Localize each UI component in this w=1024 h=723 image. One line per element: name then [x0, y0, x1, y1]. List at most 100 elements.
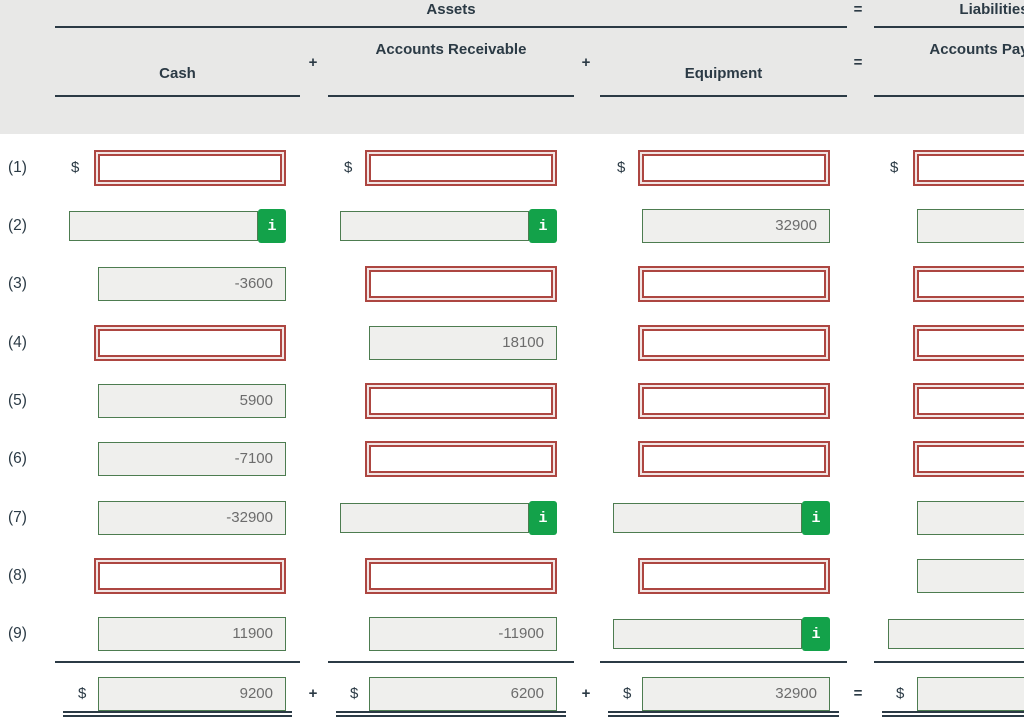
input-cash-row2-group: i — [69, 209, 286, 243]
input-equipment-row1[interactable] — [638, 150, 830, 186]
assets-underline — [55, 26, 847, 28]
input-ar-row7[interactable] — [340, 503, 529, 533]
col-header-cash: Cash — [159, 65, 196, 82]
info-icon-ar-row2[interactable]: i — [529, 209, 557, 243]
equals-sign-top: = — [853, 1, 863, 18]
input-equipment-row8-field[interactable] — [642, 562, 826, 590]
row-label-3: (3) — [8, 275, 27, 292]
input-cash-row9[interactable]: 11900 — [98, 617, 286, 651]
row-label-7: (7) — [8, 509, 27, 526]
input-cash-row4[interactable] — [94, 325, 286, 361]
total-ap[interactable] — [917, 677, 1024, 711]
total-cash[interactable]: 9200 — [98, 677, 286, 711]
input-ar-row8[interactable] — [365, 558, 557, 594]
dollar-sign: $ — [623, 685, 632, 702]
dollar-sign: $ — [71, 159, 80, 176]
input-equipment-row5-field[interactable] — [642, 387, 826, 415]
total-ar[interactable]: 6200 — [369, 677, 557, 711]
info-icon-cash-row2[interactable]: i — [258, 209, 286, 243]
input-ar-row5-field[interactable] — [369, 387, 553, 415]
input-ap-row1-field[interactable] — [917, 154, 1024, 182]
input-equipment-row2[interactable]: 32900 — [642, 209, 830, 243]
total-equipment[interactable]: 32900 — [642, 677, 830, 711]
input-ar-row1-field[interactable] — [369, 154, 553, 182]
input-equipment-row3-field[interactable] — [642, 270, 826, 298]
input-ap-row5-field[interactable] — [917, 387, 1024, 415]
input-ar-row1[interactable] — [365, 150, 557, 186]
input-cash-row6[interactable]: -7100 — [98, 442, 286, 476]
equals-sign-total: = — [853, 685, 863, 702]
cash-double-rule-top — [63, 711, 292, 713]
row-label-4: (4) — [8, 334, 27, 351]
input-cash-row4-field[interactable] — [98, 329, 282, 357]
equipment-double-rule-bottom — [608, 715, 839, 717]
input-ap-row1[interactable] — [913, 150, 1024, 186]
input-cash-row7[interactable]: -32900 — [98, 501, 286, 535]
input-cash-row8[interactable] — [94, 558, 286, 594]
input-ap-row5[interactable] — [913, 383, 1024, 419]
header-background — [0, 0, 1024, 134]
input-ar-row4[interactable]: 18100 — [369, 326, 557, 360]
input-cash-row3[interactable]: -3600 — [98, 267, 286, 301]
input-ar-row3-field[interactable] — [369, 270, 553, 298]
input-cash-row1[interactable] — [94, 150, 286, 186]
dollar-sign: $ — [78, 685, 87, 702]
equals-sign-header: = — [853, 54, 863, 71]
info-icon-ar-row7[interactable]: i — [529, 501, 557, 535]
input-ap-row3[interactable] — [913, 266, 1024, 302]
input-cash-row8-field[interactable] — [98, 562, 282, 590]
input-ap-row8[interactable] — [917, 559, 1024, 593]
row-label-1: (1) — [8, 159, 27, 176]
input-ar-row6[interactable] — [365, 441, 557, 477]
input-ar-row6-field[interactable] — [369, 445, 553, 473]
input-equipment-row8[interactable] — [638, 558, 830, 594]
input-equipment-row4[interactable] — [638, 325, 830, 361]
input-ar-row3[interactable] — [365, 266, 557, 302]
input-ap-row2[interactable] — [917, 209, 1024, 243]
input-equipment-row7-group: i — [613, 501, 830, 535]
input-ap-row7[interactable] — [917, 501, 1024, 535]
input-ap-row6[interactable] — [913, 441, 1024, 477]
info-icon-equipment-row9[interactable]: i — [802, 617, 830, 651]
ar-total-rule — [328, 661, 574, 663]
liabilities-underline — [874, 26, 1024, 28]
ap-double-rule-bottom — [882, 715, 1024, 717]
input-equipment-row4-field[interactable] — [642, 329, 826, 357]
row-label-6: (6) — [8, 450, 27, 467]
input-cash-row1-field[interactable] — [98, 154, 282, 182]
input-equipment-row3[interactable] — [638, 266, 830, 302]
row-label-5: (5) — [8, 392, 27, 409]
row-label-8: (8) — [8, 567, 27, 584]
input-equipment-row1-field[interactable] — [642, 154, 826, 182]
input-ap-row4-field[interactable] — [917, 329, 1024, 357]
input-equipment-row5[interactable] — [638, 383, 830, 419]
input-cash-row2[interactable] — [69, 211, 258, 241]
ap-total-rule — [874, 661, 1024, 663]
dollar-sign: $ — [890, 159, 899, 176]
input-ap-row4[interactable] — [913, 325, 1024, 361]
liabilities-group-header: Liabilities — [959, 1, 1024, 18]
input-ar-row2-group: i — [340, 209, 557, 243]
input-equipment-row7[interactable] — [613, 503, 802, 533]
col-header-accounts-receivable: Accounts Receivable — [375, 41, 527, 58]
input-ap-row6-field[interactable] — [917, 445, 1024, 473]
input-ap-row3-field[interactable] — [917, 270, 1024, 298]
input-ar-row8-field[interactable] — [369, 562, 553, 590]
ap-double-rule-top — [882, 711, 1024, 713]
cash-total-rule — [55, 661, 300, 663]
input-equipment-row6-field[interactable] — [642, 445, 826, 473]
ar-double-rule-bottom — [336, 715, 566, 717]
info-icon-equipment-row7[interactable]: i — [802, 501, 830, 535]
input-ar-row5[interactable] — [365, 383, 557, 419]
input-equipment-row9[interactable] — [613, 619, 802, 649]
row-label-2: (2) — [8, 217, 27, 234]
input-ar-row2[interactable] — [340, 211, 529, 241]
plus-sign-header-1: + — [308, 54, 318, 71]
input-equipment-row6[interactable] — [638, 441, 830, 477]
equipment-total-rule — [600, 661, 847, 663]
input-ap-row9[interactable] — [888, 619, 1024, 649]
input-ar-row9[interactable]: -11900 — [369, 617, 557, 651]
row-label-9: (9) — [8, 625, 27, 642]
input-cash-row5[interactable]: 5900 — [98, 384, 286, 418]
